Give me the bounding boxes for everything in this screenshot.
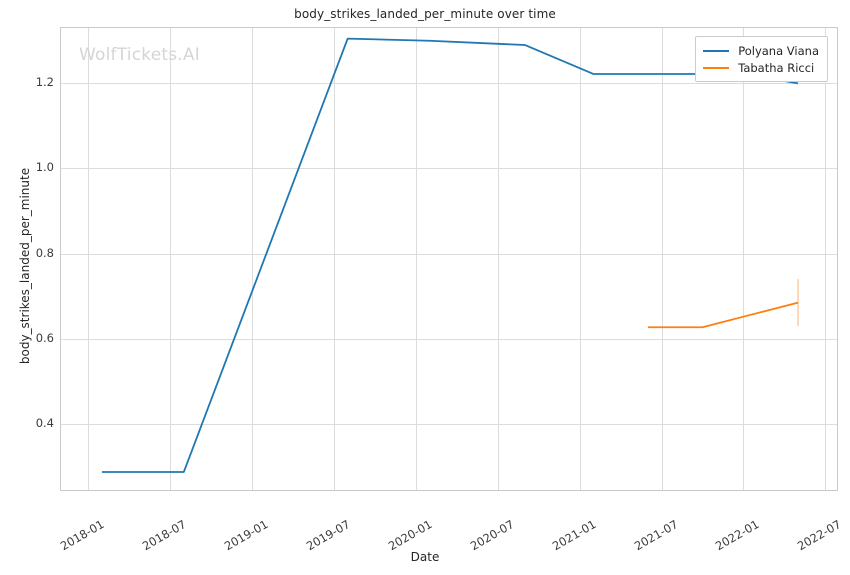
gridline-horizontal-1 — [61, 339, 837, 340]
gridline-horizontal-3 — [61, 168, 837, 169]
x-tick-label-5: 2020-07 — [467, 517, 517, 554]
x-tick-label-3: 2019-07 — [303, 517, 353, 554]
legend-label-0: Polyana Viana — [738, 43, 819, 58]
series-line-0 — [101, 37, 799, 473]
x-tick-label-4: 2020-01 — [385, 517, 435, 554]
x-tick-label-9: 2022-07 — [795, 517, 844, 554]
legend-swatch-icon-1 — [703, 66, 730, 69]
legend-label-1: Tabatha Ricci — [738, 60, 815, 75]
x-axis-title: Date — [410, 550, 440, 564]
gridline-vertical-3 — [334, 28, 335, 490]
chart-title: body_strikes_landed_per_minute over time — [294, 7, 556, 21]
y-tick-label-1: 0.6 — [35, 330, 54, 345]
x-tick-label-1: 2018-07 — [140, 517, 189, 554]
y-tick-label-2: 0.8 — [35, 245, 54, 260]
gridline-vertical-5 — [498, 28, 499, 490]
gridline-vertical-2 — [252, 28, 253, 490]
x-tick-label-7: 2021-07 — [631, 517, 680, 554]
gridline-vertical-9 — [825, 28, 826, 490]
y-tick-label-4: 1.2 — [35, 75, 54, 90]
chart-legend[interactable]: Polyana Viana Tabatha Ricci — [695, 36, 828, 82]
x-tick-label-8: 2022-01 — [713, 517, 762, 554]
gridline-vertical-6 — [580, 28, 581, 490]
gridline-vertical-8 — [743, 28, 744, 490]
y-tick-label-0: 0.4 — [35, 415, 54, 430]
gridline-vertical-4 — [416, 28, 417, 490]
x-axis-tick-labels: 2018-01 2018-07 2019-01 2019-07 2020-01 2020-… — [58, 493, 844, 553]
y-tick-label-3: 1.0 — [35, 160, 54, 175]
x-tick-label-0: 2018-01 — [58, 517, 107, 554]
gridline-vertical-7 — [662, 28, 663, 490]
x-tick-label-6: 2021-01 — [549, 517, 599, 554]
gridline-vertical-1 — [170, 28, 171, 490]
series-line-1 — [647, 301, 799, 329]
y-axis-tick-labels: 0.4 0.6 0.8 1.0 1.2 — [0, 27, 54, 491]
gridline-horizontal-2 — [61, 254, 837, 255]
y-axis-title: body_strikes_landed_per_minute — [18, 167, 32, 365]
legend-item-0[interactable]: Polyana Viana — [703, 42, 819, 59]
gridline-horizontal-4 — [61, 83, 837, 84]
gridline-horizontal-0 — [61, 424, 837, 425]
x-tick-label-2: 2019-01 — [221, 517, 271, 554]
legend-swatch-icon-0 — [703, 49, 730, 52]
gridline-vertical-0 — [88, 28, 89, 490]
plot-area: WolfTickets.AI Polyana Viana Tabatha Ric… — [60, 27, 838, 491]
legend-item-1[interactable]: Tabatha Ricci — [703, 59, 819, 76]
series-lines — [101, 37, 799, 473]
